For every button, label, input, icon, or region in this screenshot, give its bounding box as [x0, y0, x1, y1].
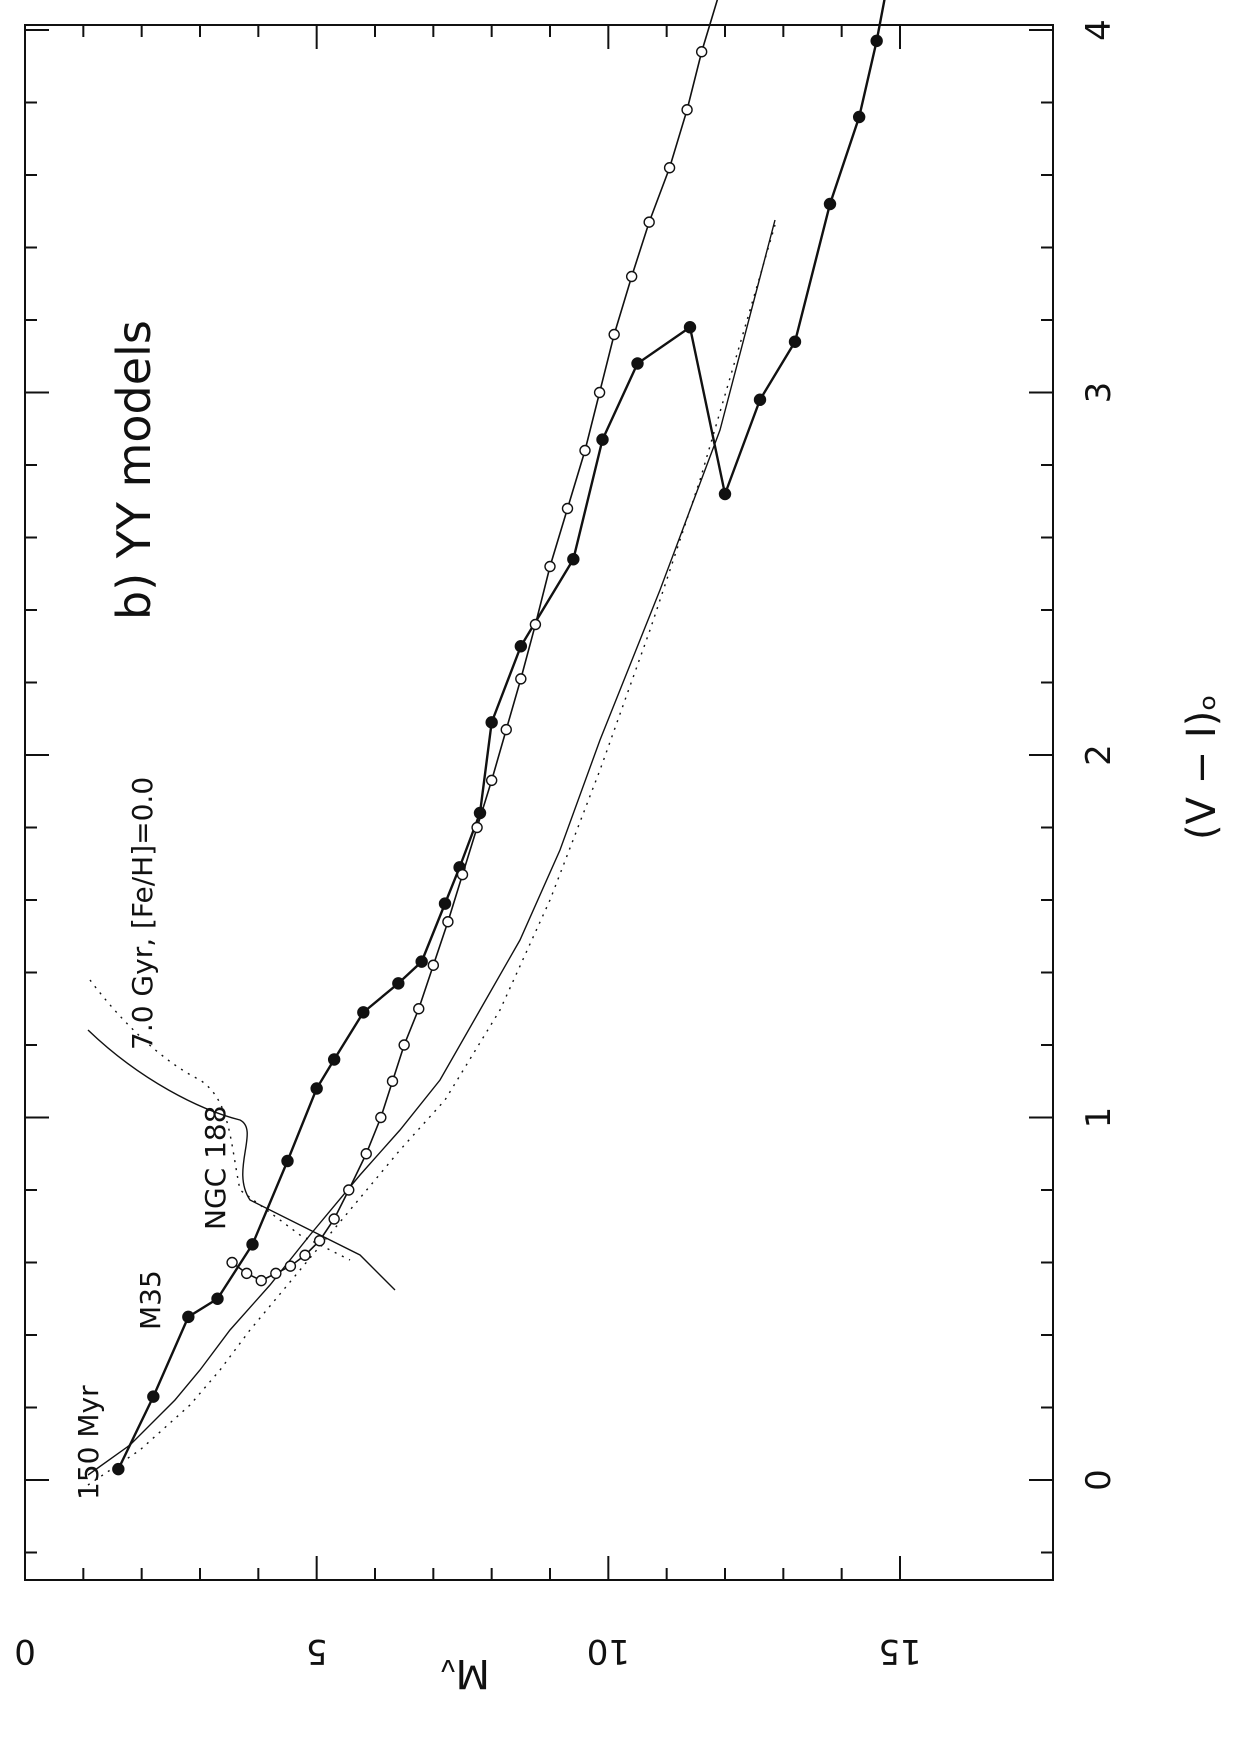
open-point — [398, 1039, 410, 1051]
open-point — [226, 1256, 238, 1269]
open-point — [471, 821, 483, 834]
filled-point — [485, 716, 498, 729]
color-tick-label: 4 — [1079, 19, 1119, 41]
series-line — [117, 0, 886, 1470]
open-point — [360, 1148, 372, 1160]
filled-point — [718, 487, 732, 501]
open-point — [544, 560, 556, 573]
panel-label: b) YY models — [107, 320, 161, 620]
open-point — [681, 104, 693, 116]
model-isochrones — [87, 219, 776, 1486]
filled-point — [182, 1310, 195, 1324]
m35-label: M35 — [134, 1270, 167, 1330]
open-point — [485, 774, 498, 787]
filled-point — [281, 1154, 294, 1168]
open-point — [375, 1111, 387, 1124]
filled-point — [357, 1006, 370, 1019]
open-point — [299, 1249, 311, 1261]
plot-frame — [24, 24, 1054, 1581]
open-point — [240, 1267, 253, 1280]
filled-point — [852, 110, 866, 124]
open-point — [386, 1075, 399, 1087]
open-point — [593, 386, 606, 399]
open-point — [663, 162, 676, 174]
color-tick-label: 2 — [1079, 744, 1119, 766]
open-point — [255, 1274, 267, 1287]
open-point — [284, 1260, 297, 1272]
filled-point — [327, 1053, 341, 1066]
model-curve — [87, 224, 776, 1486]
open-point — [643, 216, 655, 228]
color-tick-label: 1 — [1079, 1107, 1119, 1129]
open-point — [442, 916, 454, 928]
open-point — [529, 618, 542, 631]
filled-point — [392, 977, 405, 990]
mag-tick-label: 15 — [878, 1631, 921, 1671]
isochrone-label: 7.0 Gyr, [Fe/H]=0.0 — [126, 777, 159, 1050]
mag-tick-label: 0 — [14, 1631, 36, 1671]
open-point — [625, 270, 638, 283]
open-point — [427, 959, 440, 971]
model-curve — [89, 979, 351, 1261]
filled-point — [753, 393, 767, 406]
open-point — [456, 868, 469, 881]
filled-point — [415, 955, 428, 968]
open-point — [515, 673, 527, 685]
filled-point — [211, 1292, 224, 1305]
filled-point — [631, 357, 644, 370]
color-tick-label: 3 — [1079, 382, 1119, 404]
data-series — [112, 0, 886, 1476]
open-point — [413, 1003, 425, 1015]
open-point — [343, 1184, 355, 1196]
filled-point — [438, 897, 452, 910]
open-point — [608, 328, 620, 341]
mag-tick-label: 5 — [306, 1631, 328, 1671]
age-young-label: 150 Myr — [72, 1385, 105, 1500]
filled-point — [112, 1462, 125, 1476]
filled-point — [246, 1238, 259, 1251]
filled-point — [147, 1390, 160, 1403]
filled-point — [514, 640, 528, 653]
filled-point — [870, 34, 883, 48]
open-point — [561, 502, 574, 515]
x-axis-title: (V − I)ₒ — [1179, 694, 1225, 840]
model-curve — [87, 219, 776, 1476]
filled-point — [567, 553, 580, 566]
y-axis-title: Mᵥ — [439, 1650, 490, 1696]
filled-point — [683, 321, 697, 334]
open-point — [579, 444, 591, 457]
filled-point — [823, 197, 837, 211]
filled-point — [310, 1082, 323, 1095]
mag-tick-label: 10 — [587, 1631, 630, 1671]
open-point — [695, 46, 708, 58]
open-point — [313, 1235, 326, 1247]
filled-point — [788, 335, 802, 348]
color-tick-label: 0 — [1079, 1469, 1119, 1491]
model-curve — [87, 1029, 396, 1291]
ngc188-label: NGC 188 — [199, 1105, 232, 1230]
axis-ticks: 0 5 10 15 0 1 2 3 4 — [14, 19, 1119, 1671]
series-line — [231, 0, 719, 1282]
open-point — [328, 1213, 340, 1225]
open-point — [500, 723, 512, 736]
open-point — [270, 1267, 282, 1280]
filled-point — [596, 433, 609, 446]
